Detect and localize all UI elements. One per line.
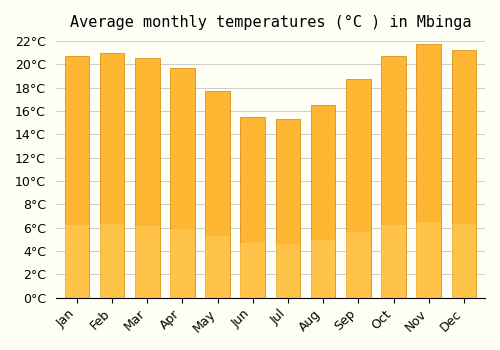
Bar [100,224,124,298]
Bar [170,229,194,298]
Bar [346,232,370,298]
Bar [135,58,160,298]
Bar [276,244,300,298]
Bar [416,222,441,298]
Bar [452,50,476,298]
Bar [240,117,265,298]
Bar [170,68,194,298]
Bar [100,52,124,298]
Bar [64,225,89,298]
Bar [416,44,441,298]
Bar [311,105,336,298]
Bar [240,244,265,298]
Title: Average monthly temperatures (°C ) in Mbinga: Average monthly temperatures (°C ) in Mb… [70,15,471,30]
Bar [346,79,370,298]
Bar [206,236,230,298]
Bar [206,91,230,298]
Bar [381,225,406,298]
Bar [276,119,300,298]
Bar [452,224,476,298]
Bar [135,226,160,298]
Bar [311,240,336,298]
Bar [64,56,89,298]
Bar [381,56,406,298]
